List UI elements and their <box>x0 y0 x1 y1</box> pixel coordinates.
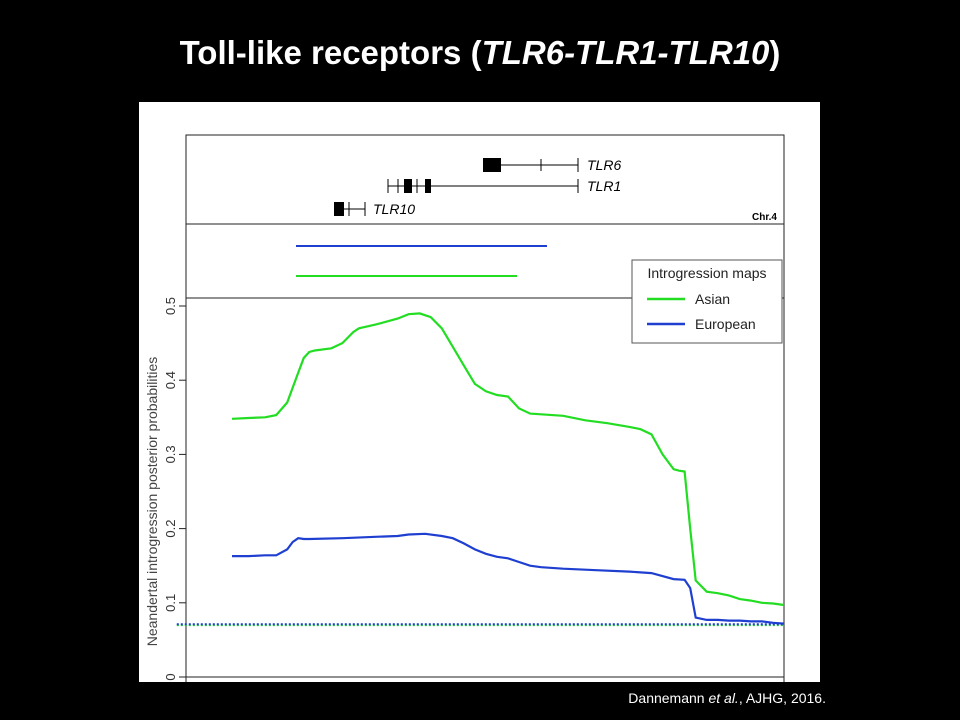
y-tick-label: 0.5 <box>163 297 178 315</box>
gene-tlr1-exon <box>404 179 412 193</box>
european-series-line <box>232 532 785 625</box>
y-axis-label: Neandertal introgression posterior proba… <box>144 357 160 647</box>
legend-title: Introgression maps <box>647 265 766 281</box>
y-axis: 0 0.1 0.2 0.3 0.4 0.5 <box>163 297 186 681</box>
gene-track-frame <box>185 134 785 225</box>
y-tick-label: 0.1 <box>163 594 178 612</box>
gene-tlr1: TLR1 <box>387 178 621 194</box>
chromosome-label: Chr.4 <box>752 212 777 223</box>
series-layer <box>176 312 785 627</box>
title-genes: TLR6-TLR1-TLR10 <box>481 34 770 71</box>
citation: Dannemann et al., AJHG, 2016. <box>628 690 826 706</box>
introgression-figure: Chr.4 TLR6 TLR1 TLR10 <box>144 134 785 682</box>
legend-asian-label: Asian <box>695 291 730 307</box>
gene-tlr6-label: TLR6 <box>587 157 621 173</box>
gene-tlr6-exon <box>483 158 501 172</box>
asian-series-line <box>231 312 785 607</box>
citation-author: Dannemann <box>628 690 709 706</box>
slide-title: Toll-like receptors (TLR6-TLR1-TLR10) <box>0 34 960 72</box>
title-prefix: Toll-like receptors ( <box>179 34 482 71</box>
y-tick-label: 0.4 <box>163 371 178 389</box>
gene-tlr10-exon <box>334 202 344 216</box>
y-tick-label: 0.2 <box>163 520 178 538</box>
gene-tlr1-label: TLR1 <box>587 178 621 194</box>
gene-tlr1-exon <box>425 179 431 193</box>
y-tick-label: 0.3 <box>163 445 178 463</box>
legend-frame <box>631 259 783 344</box>
gene-tlr10-label: TLR10 <box>373 201 415 217</box>
figure-panel: Chr.4 TLR6 TLR1 TLR10 <box>139 102 820 682</box>
gene-tlr6: TLR6 <box>483 157 621 173</box>
y-tick-label: 0 <box>163 673 178 680</box>
citation-etal: et al. <box>708 690 739 706</box>
gene-tlr10: TLR10 <box>334 201 415 217</box>
citation-rest: , AJHG, 2016. <box>738 690 826 706</box>
legend-european-label: European <box>695 316 756 332</box>
legend: Introgression maps Asian European <box>631 259 783 344</box>
title-suffix: ) <box>769 34 781 71</box>
